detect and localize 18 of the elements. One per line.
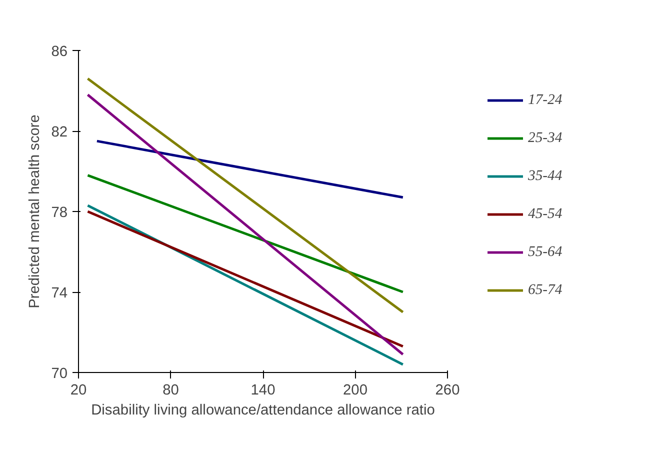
x-tick-label: 80: [162, 382, 179, 398]
x-axis-title: Disability living allowance/attendance allowance ratio: [91, 402, 435, 418]
legend-label: 25-34: [528, 130, 564, 146]
y-tick-label: 78: [51, 205, 68, 221]
y-tick-label: 74: [51, 286, 68, 302]
legend-label: 17-24: [528, 92, 564, 108]
legend-label: 55-64: [528, 244, 564, 260]
x-tick-label: 20: [70, 382, 87, 398]
y-tick-label: 82: [51, 124, 68, 140]
legend-label: 35-44: [528, 168, 564, 184]
x-tick-label: 200: [343, 382, 368, 398]
x-tick-label: 260: [435, 382, 460, 398]
y-tick-label: 70: [51, 366, 68, 382]
legend-label: 45-54: [528, 206, 564, 222]
x-tick-label: 140: [250, 382, 276, 398]
y-tick-label: 86: [51, 44, 68, 60]
y-axis-title: Predicted mental health score: [27, 114, 44, 308]
legend-label: 65-74: [528, 282, 564, 298]
